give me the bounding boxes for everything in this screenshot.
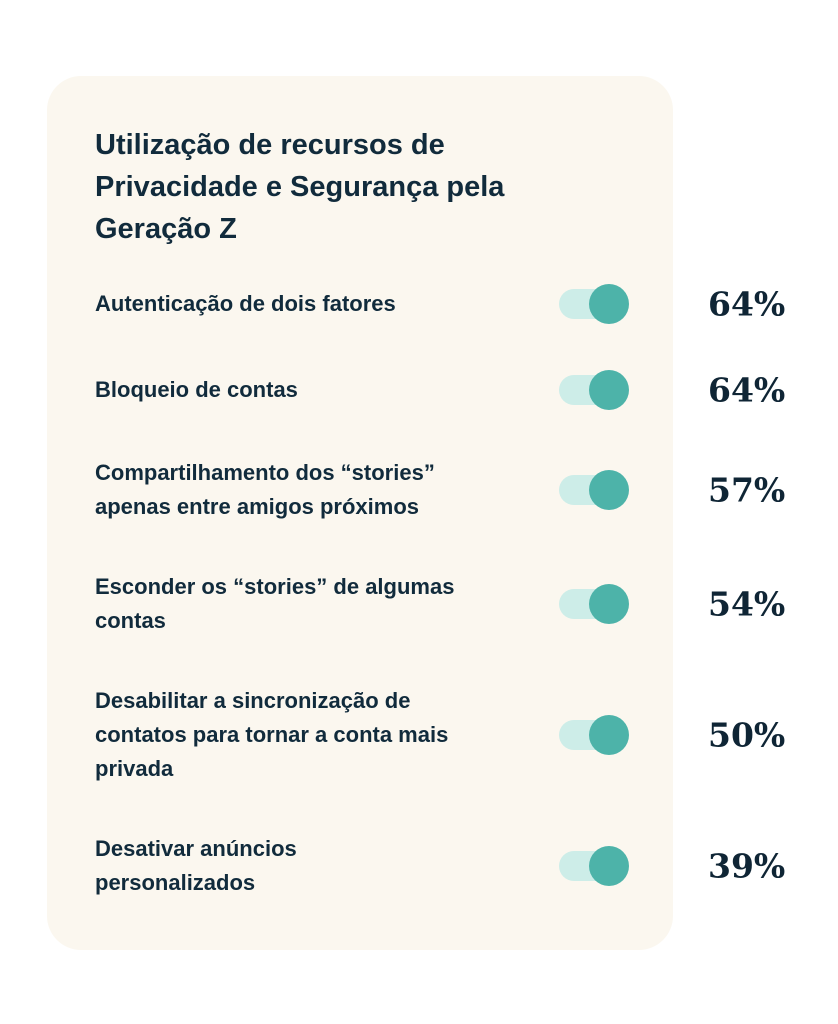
toggle-switch[interactable] (559, 370, 629, 410)
feature-label: Desativar anúncios personalizados (95, 836, 297, 895)
percentage-value: 50% (708, 715, 786, 755)
feature-label: Bloqueio de contas (95, 377, 298, 402)
toggle-switch[interactable] (559, 584, 629, 624)
percentage-value: 64% (708, 284, 786, 324)
feature-row-disable-contact-sync: Desabilitar a sincronização de contatos … (95, 684, 785, 786)
percentage-value: 64% (708, 370, 786, 410)
toggle-knob (589, 584, 629, 624)
toggle-knob (589, 715, 629, 755)
feature-row-two-factor: Autenticação de dois fatores 64% (95, 284, 785, 324)
toggle-switch[interactable] (559, 846, 629, 886)
toggle-knob (589, 470, 629, 510)
privacy-usage-card: Utilização de recursos de Privacidade e … (47, 76, 785, 950)
toggle-switch[interactable] (559, 284, 629, 324)
toggle-switch[interactable] (559, 715, 629, 755)
feature-row-account-lock: Bloqueio de contas 64% (95, 370, 785, 410)
feature-row-disable-personalized-ads: Desativar anúncios personalizados 39% (95, 832, 785, 900)
feature-row-hide-stories: Esconder os “stories” de algumas contas … (95, 570, 785, 638)
feature-label: Desabilitar a sincronização de contatos … (95, 688, 449, 781)
feature-label: Esconder os “stories” de algumas contas (95, 574, 455, 633)
card-title: Utilização de recursos de Privacidade e … (95, 129, 505, 245)
toggle-knob (589, 846, 629, 886)
feature-label: Compartilhamento dos “stories” apenas en… (95, 460, 435, 519)
toggle-knob (589, 284, 629, 324)
toggle-knob (589, 370, 629, 410)
percentage-value: 39% (708, 846, 786, 886)
feature-row-stories-close-friends: Compartilhamento dos “stories” apenas en… (95, 456, 785, 524)
toggle-switch[interactable] (559, 470, 629, 510)
percentage-value: 57% (708, 470, 786, 510)
feature-label: Autenticação de dois fatores (95, 291, 396, 316)
feature-list: Autenticação de dois fatores 64% Bloquei… (95, 284, 785, 900)
percentage-value: 54% (708, 584, 786, 624)
